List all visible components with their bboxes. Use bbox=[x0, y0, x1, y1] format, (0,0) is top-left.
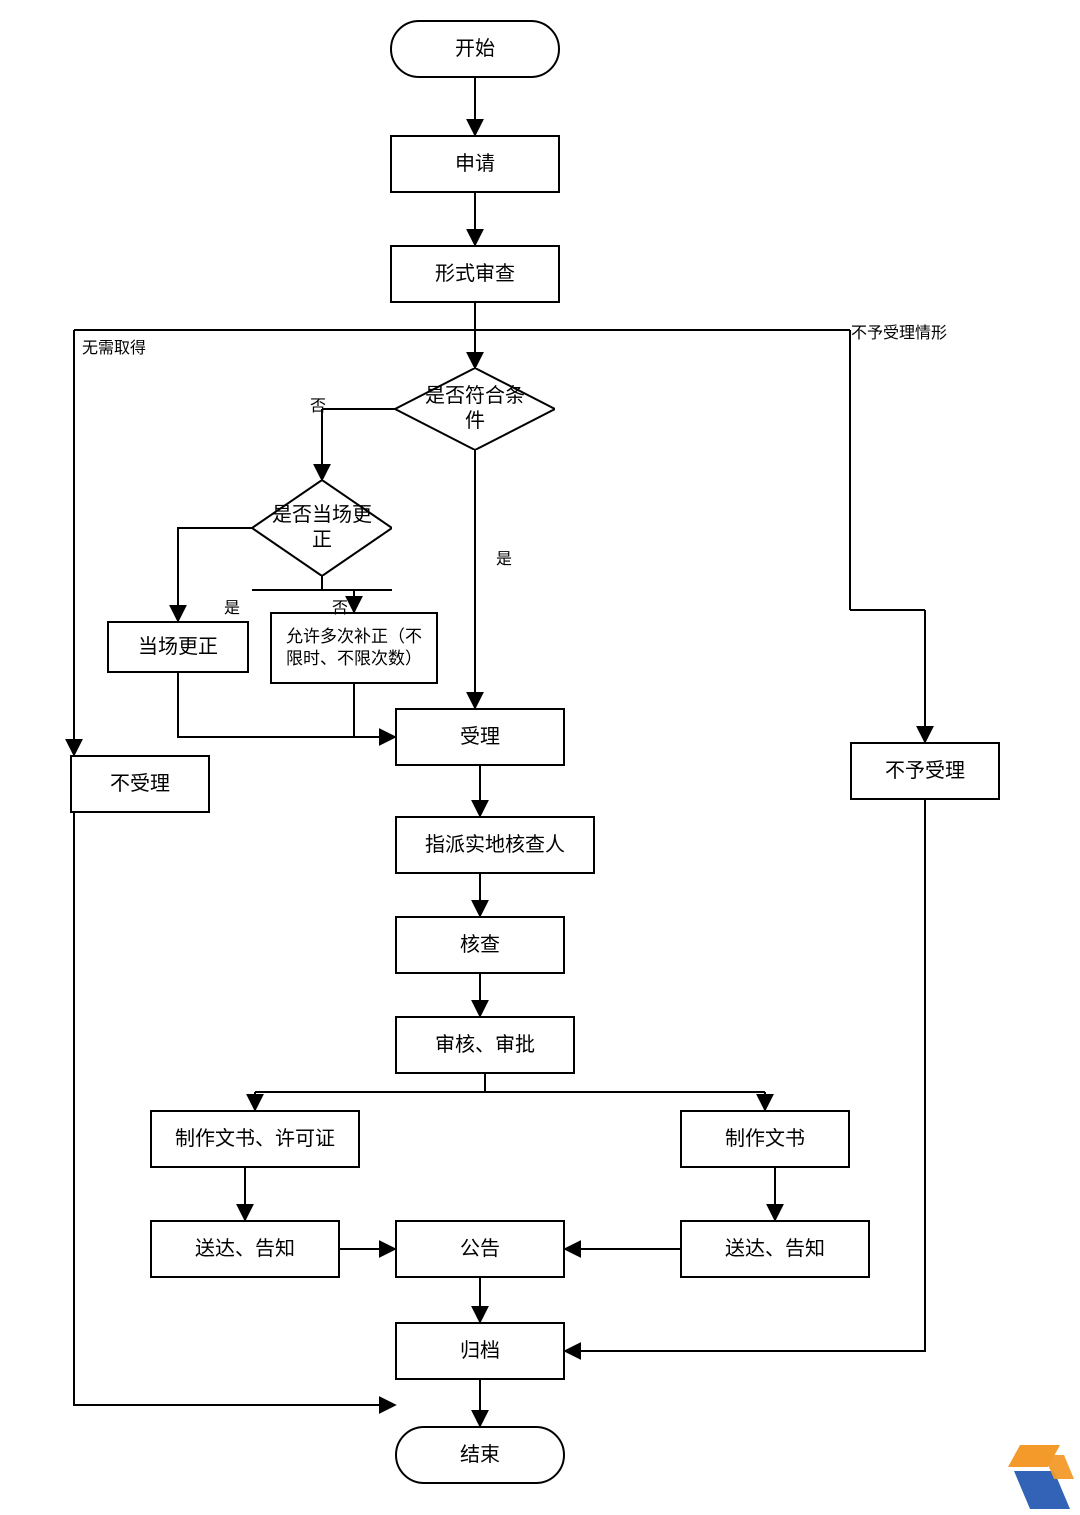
node-end: 结束 bbox=[395, 1426, 565, 1484]
node-condition-meet: 是否符合条件 bbox=[395, 368, 555, 450]
node-verify: 核查 bbox=[395, 916, 565, 974]
node-accept: 受理 bbox=[395, 708, 565, 766]
node-label: 允许多次补正（不限时、不限次数） bbox=[278, 626, 430, 670]
node-label: 结束 bbox=[460, 1442, 500, 1468]
node-condition-onspot: 是否当场更正 bbox=[252, 480, 392, 576]
node-label: 指派实地核查人 bbox=[425, 832, 565, 858]
node-apply: 申请 bbox=[390, 135, 560, 193]
node-archive: 归档 bbox=[395, 1322, 565, 1380]
edge-label-no2: 否 bbox=[332, 594, 348, 618]
node-label: 送达、告知 bbox=[725, 1236, 825, 1262]
node-label: 是否符合条件 bbox=[417, 384, 532, 434]
node-make-doc-left: 制作文书、许可证 bbox=[150, 1110, 360, 1168]
node-make-doc-right: 制作文书 bbox=[680, 1110, 850, 1168]
node-label: 制作文书、许可证 bbox=[175, 1126, 335, 1152]
node-label: 受理 bbox=[460, 724, 500, 750]
node-label: 不受理 bbox=[110, 771, 170, 797]
edge-label-yes-main: 是 bbox=[496, 545, 512, 569]
node-label: 核查 bbox=[460, 932, 500, 958]
node-not-accept-right: 不予受理 bbox=[850, 742, 1000, 800]
node-not-accept-left: 不受理 bbox=[70, 755, 210, 813]
node-review-approve: 审核、审批 bbox=[395, 1016, 575, 1074]
node-label: 公告 bbox=[460, 1236, 500, 1262]
node-allow-multi: 允许多次补正（不限时、不限次数） bbox=[270, 612, 438, 684]
edge-label-noneed: 无需取得 bbox=[82, 334, 146, 358]
node-assign: 指派实地核查人 bbox=[395, 816, 595, 874]
node-correct-now: 当场更正 bbox=[107, 621, 249, 673]
node-label: 申请 bbox=[455, 151, 495, 177]
node-announce: 公告 bbox=[395, 1220, 565, 1278]
node-label: 归档 bbox=[460, 1338, 500, 1364]
flowchart-canvas: 开始 申请 形式审查 是否符合条件 是否当场更正 当场更正 允许多次补正（不限时… bbox=[0, 0, 1080, 1515]
logo-icon bbox=[1004, 1445, 1074, 1509]
node-label: 是否当场更正 bbox=[272, 503, 373, 553]
node-start: 开始 bbox=[390, 20, 560, 78]
node-deliver-left: 送达、告知 bbox=[150, 1220, 340, 1278]
node-label: 开始 bbox=[455, 36, 495, 62]
node-label: 形式审查 bbox=[435, 261, 515, 287]
node-deliver-right: 送达、告知 bbox=[680, 1220, 870, 1278]
edge-label-reject: 不予受理情形 bbox=[851, 319, 947, 343]
node-label: 制作文书 bbox=[725, 1126, 805, 1152]
node-label: 不予受理 bbox=[885, 758, 965, 784]
node-label: 送达、告知 bbox=[195, 1236, 295, 1262]
node-label: 审核、审批 bbox=[435, 1032, 535, 1058]
node-form-review: 形式审查 bbox=[390, 245, 560, 303]
node-label: 当场更正 bbox=[138, 634, 218, 660]
edge-label-no: 否 bbox=[310, 392, 326, 416]
edge-label-yes2: 是 bbox=[224, 594, 240, 618]
